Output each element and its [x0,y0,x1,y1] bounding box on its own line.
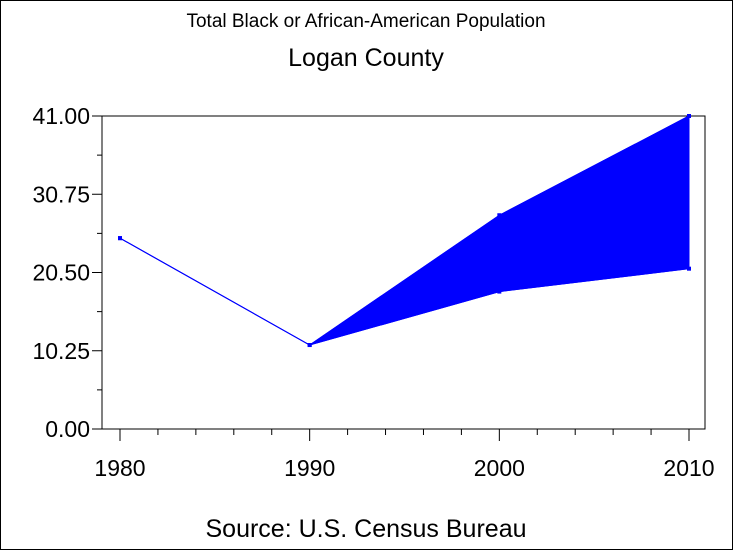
data-point [687,266,691,271]
range-band [119,115,690,346]
y-tick-label: 41.00 [32,103,90,129]
series-line-upper [119,115,690,346]
x-tick-label: 2010 [663,455,714,481]
y-tick-label: 0.00 [45,416,90,442]
chart-footnote: Source: U.S. Census Bureau [206,515,527,543]
x-tick-label: 1980 [94,455,145,481]
data-point [687,114,691,118]
y-tick-label: 20.50 [32,260,90,286]
y-tick-label: 30.75 [32,181,90,207]
data-point [497,289,502,294]
data-point [307,343,312,348]
x-tick-label: 1990 [284,455,335,481]
y-tick-label: 10.25 [32,338,90,364]
data-point [118,236,122,241]
data-point [497,213,502,218]
chart-title: Total Black or African-American Populati… [186,11,545,32]
x-tick-label: 2000 [474,455,525,481]
chart-subtitle: Logan County [288,44,444,72]
